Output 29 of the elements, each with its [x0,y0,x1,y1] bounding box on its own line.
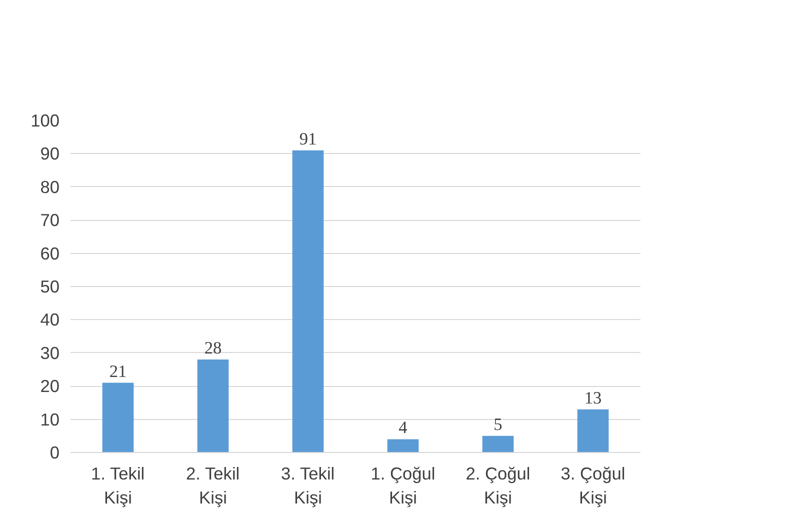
y-tick-label: 90 [40,144,60,164]
x-tick-label: 3. Tekil Kişi [281,464,335,508]
y-tick-label: 30 [40,342,60,363]
data-label: 21 [109,362,127,381]
bar [387,439,419,452]
y-tick-label: 80 [40,176,60,197]
data-label: 28 [204,338,222,358]
y-tick-label: 10 [40,409,60,430]
data-label: 91 [299,129,317,148]
x-tick-label: 3. Çoğul Kişi [560,464,626,508]
y-tick-label: 60 [40,243,60,264]
x-tick-label: 2. Tekil Kişi [186,464,240,508]
y-tick-label: 100 [30,110,60,130]
y-tick-label: 20 [40,376,60,396]
y-tick-label: 40 [40,310,60,330]
data-label: 13 [584,388,602,408]
y-tick-label: 0 [50,442,60,462]
bar [102,382,134,452]
bar [482,436,514,452]
data-label: 5 [494,414,502,434]
x-tick-label: 1. Çoğul Kişi [370,464,436,508]
x-tick-label: 1. Tekil Kişi [91,464,145,508]
bar [292,150,324,452]
y-tick-label: 50 [40,276,60,296]
data-label: 4 [398,418,408,438]
bar [577,409,609,452]
x-tick-label: 2. Çoğul Kişi [466,464,530,508]
bar [197,360,229,452]
y-tick-label: 70 [40,210,60,230]
